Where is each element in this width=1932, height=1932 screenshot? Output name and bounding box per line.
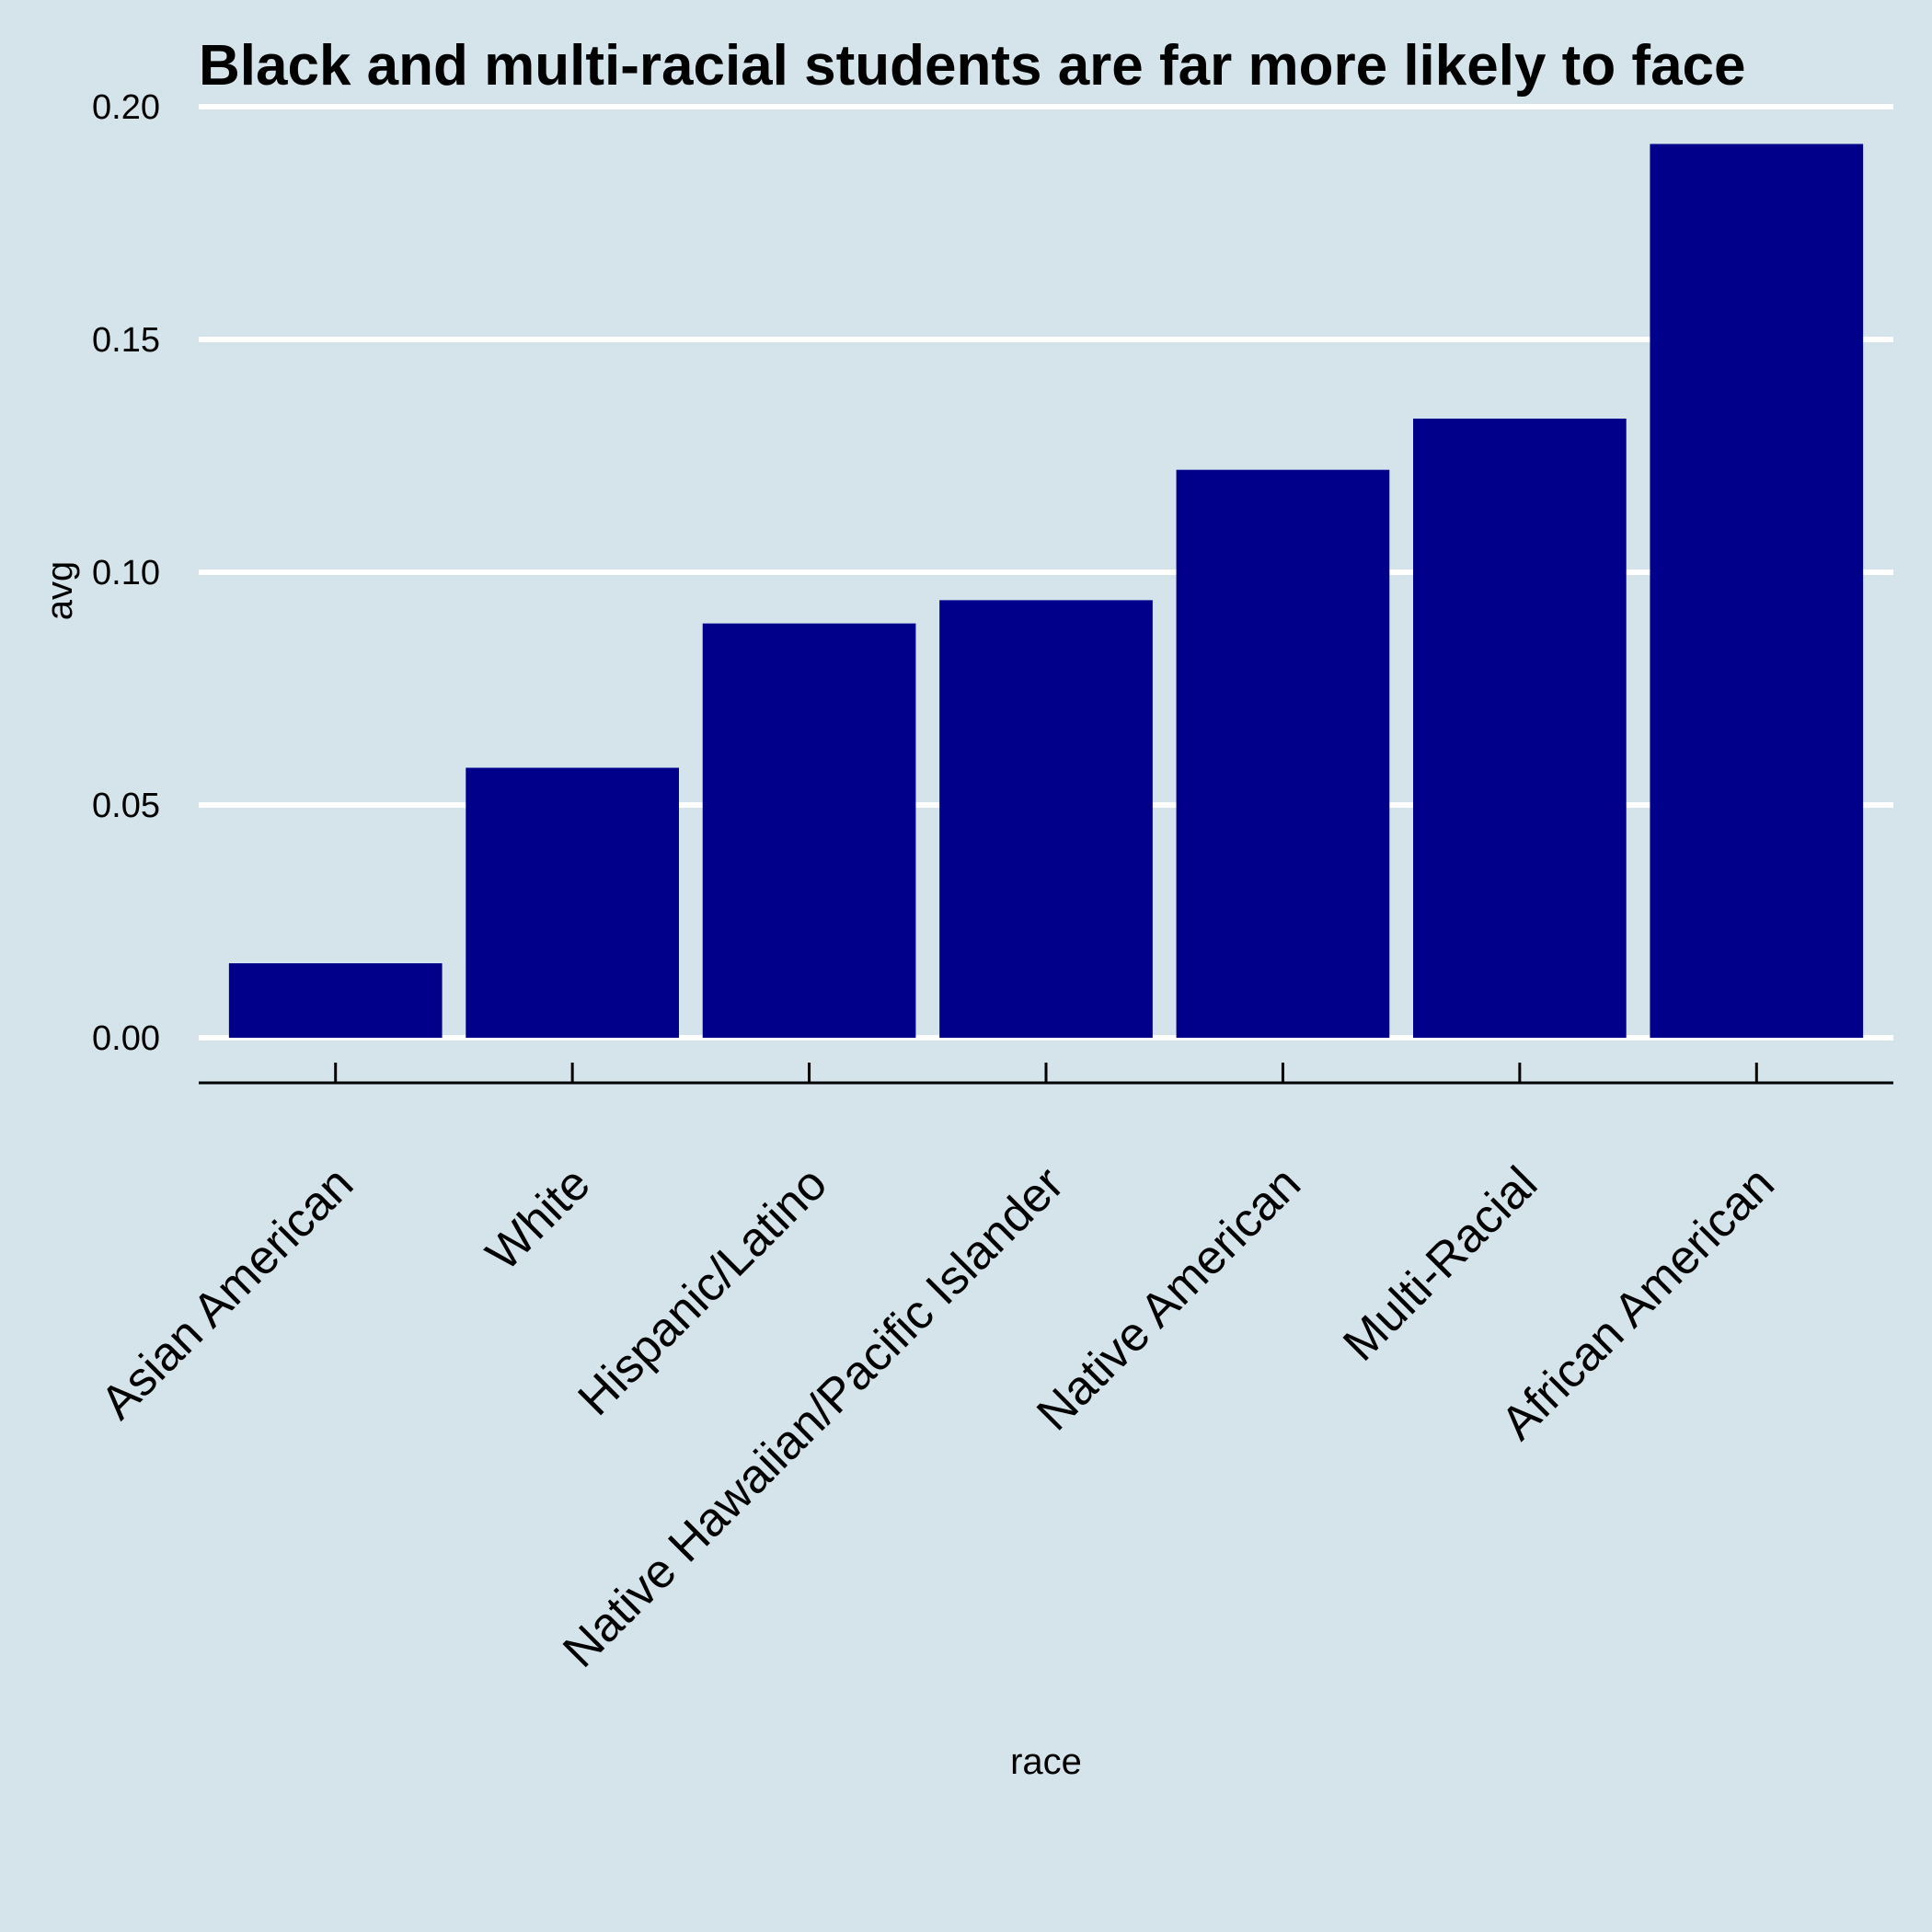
bar-white <box>466 767 679 1038</box>
bar-african-american <box>1650 144 1864 1039</box>
y-tick-label: 0.20 <box>92 88 160 127</box>
x-axis-title: race <box>1010 1742 1082 1782</box>
y-tick-label: 0.15 <box>92 321 160 360</box>
y-tick-label: 0.10 <box>92 554 160 592</box>
x-tick-label: Native American <box>1027 1156 1311 1441</box>
x-tick-label: Hispanic/Latino <box>569 1156 837 1425</box>
x-tick-label: Asian American <box>91 1156 363 1429</box>
bar-multi-racial <box>1413 419 1627 1038</box>
bar-native-american <box>1176 469 1390 1038</box>
y-tick-label: 0.05 <box>92 787 160 825</box>
x-tick-label: Native Hawaiian/Pacific Islander <box>553 1156 1074 1677</box>
bar-hispanic-latino <box>702 623 916 1038</box>
y-axis-title: avg <box>40 561 80 621</box>
bar-asian-american <box>228 963 443 1038</box>
x-tick-label: Multi-Racial <box>1333 1156 1547 1371</box>
y-tick-label: 0.00 <box>92 1019 160 1058</box>
chart-title: Black and multi-racial students are far … <box>199 34 1746 98</box>
x-tick-label: White <box>477 1156 601 1281</box>
bar-native-hawaiian-pacific-islander <box>939 600 1153 1038</box>
